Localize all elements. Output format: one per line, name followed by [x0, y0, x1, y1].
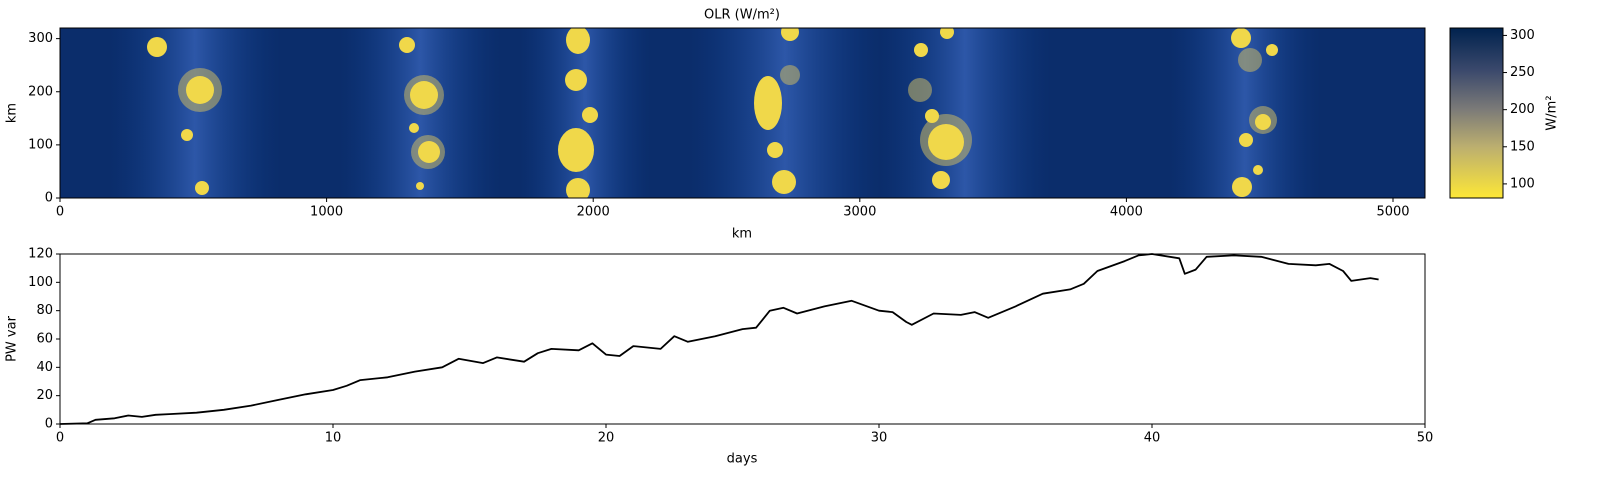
- x-tick-label: 40: [1144, 431, 1161, 446]
- colorbar-label: W/m²: [1545, 95, 1560, 130]
- y-tick-label: 20: [36, 388, 53, 403]
- line: [59, 253, 1379, 425]
- y-tick-label: 40: [36, 360, 53, 375]
- y-tick-label: 0: [45, 417, 53, 432]
- x-tick-label: 30: [871, 431, 888, 446]
- y-axis-label: km: [5, 103, 20, 123]
- x-tick-label: 0: [56, 205, 64, 220]
- colorbar: [1450, 28, 1503, 198]
- y-tick-label: 0: [45, 191, 53, 206]
- y-tick-label: 300: [28, 31, 53, 46]
- colorbar-tick-label: 300: [1510, 28, 1535, 43]
- x-tick-label: 4000: [1110, 205, 1143, 220]
- chart-title: OLR (W/m²): [704, 8, 780, 23]
- x-tick-label: 20: [598, 431, 615, 446]
- y-tick-label: 120: [28, 247, 53, 262]
- y-axis-label: PW var: [5, 315, 20, 361]
- colorbar-frame: [1449, 27, 1504, 199]
- y-tick-label: 60: [36, 332, 53, 347]
- y-tick-label: 200: [28, 84, 53, 99]
- x-tick-label: 1000: [310, 205, 343, 220]
- x-tick-label: 5000: [1376, 205, 1409, 220]
- x-tick-label: 2000: [577, 205, 610, 220]
- y-tick-label: 100: [28, 137, 53, 152]
- colorbar-tick-label: 100: [1510, 176, 1535, 191]
- axes-frame: [59, 253, 1426, 425]
- olr-field: [60, 28, 1425, 198]
- x-tick-label: 50: [1417, 431, 1434, 446]
- x-tick-label: 3000: [843, 205, 876, 220]
- colorbar-tick-label: 150: [1510, 139, 1535, 154]
- x-tick-label: 10: [325, 431, 342, 446]
- x-axis-label: days: [727, 452, 758, 467]
- y-tick-label: 80: [36, 303, 53, 318]
- colorbar-tick-label: 200: [1510, 102, 1535, 117]
- x-axis-label: km: [732, 227, 752, 242]
- colorbar-tick-label: 250: [1510, 65, 1535, 80]
- axes-frame: [59, 27, 1426, 199]
- x-tick-label: 0: [56, 431, 64, 446]
- y-tick-label: 100: [28, 275, 53, 290]
